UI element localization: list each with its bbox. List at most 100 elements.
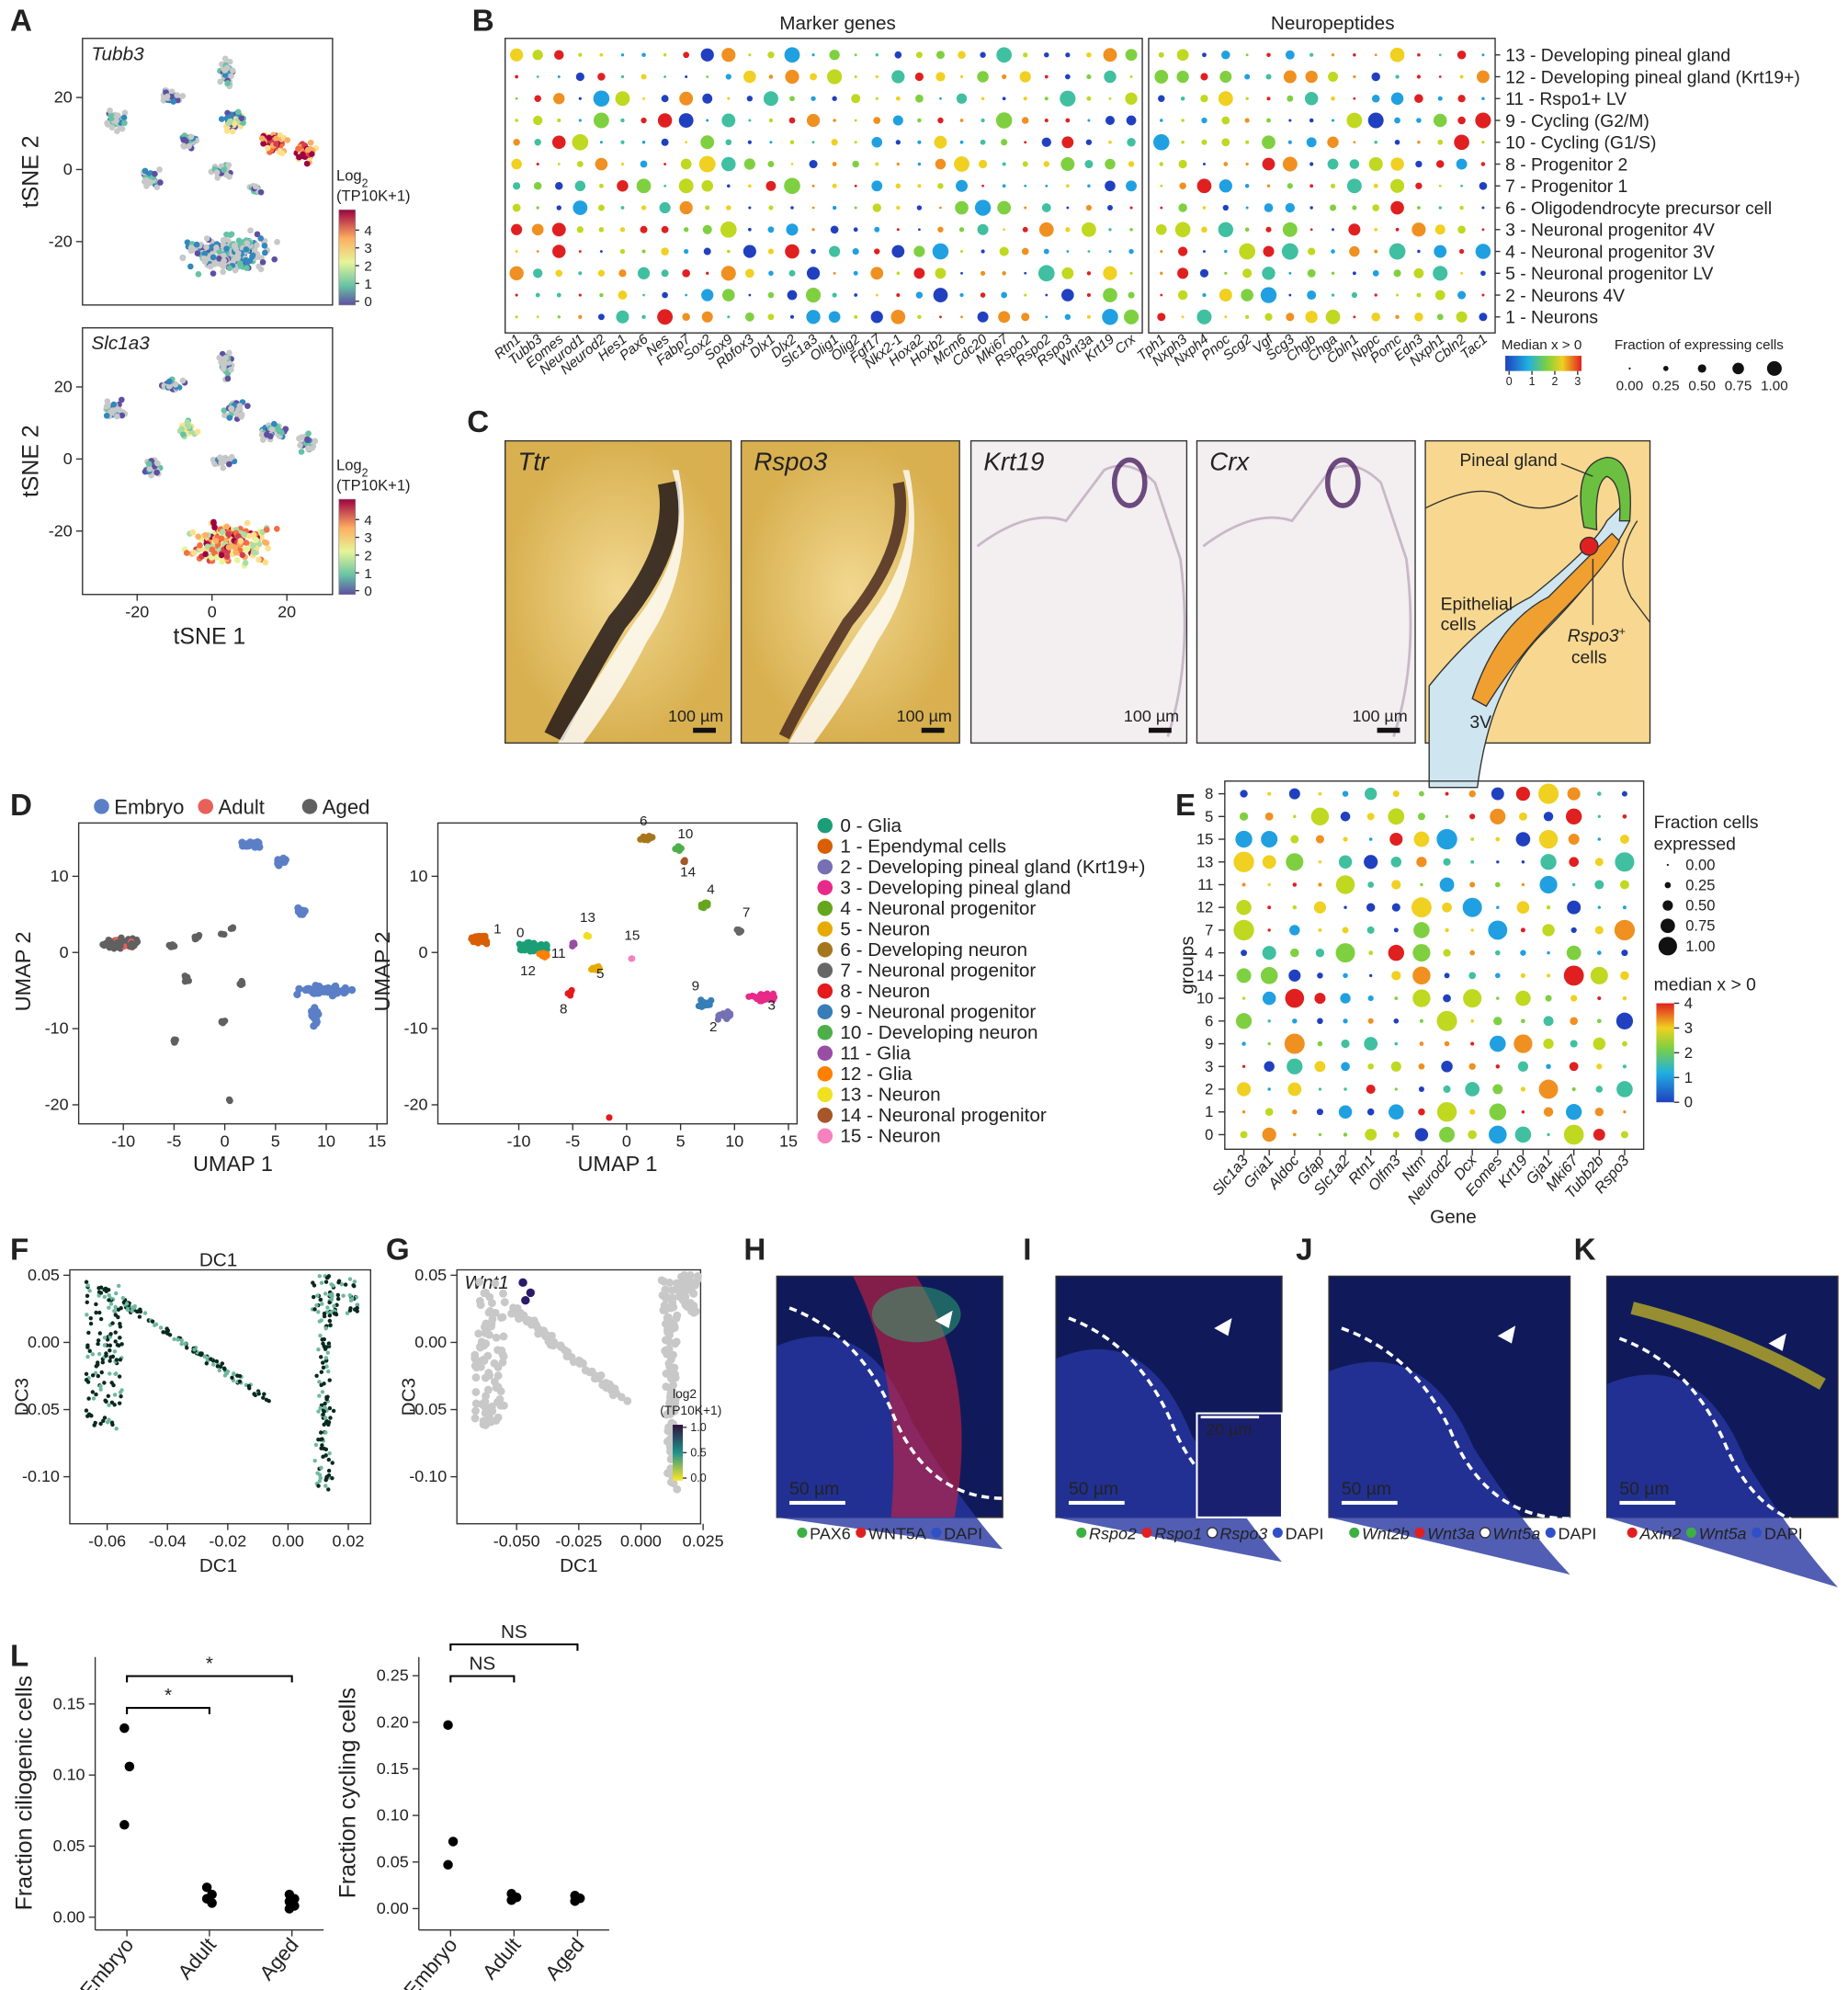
expression-dot — [1481, 53, 1485, 57]
expression-dot — [829, 245, 841, 257]
data-point — [119, 1820, 130, 1830]
cell-point — [493, 1371, 503, 1381]
legend-marker — [817, 921, 833, 937]
expression-dot — [1285, 202, 1295, 213]
cell-point — [530, 946, 538, 953]
cell-point — [238, 115, 245, 121]
x-tick-label: Adult — [174, 1933, 221, 1984]
expression-dot — [1597, 996, 1602, 1001]
cell-point — [222, 66, 229, 74]
expression-dot — [1545, 995, 1552, 1002]
expression-dot — [1390, 200, 1404, 215]
expression-dot — [1441, 1060, 1453, 1073]
expression-dot — [1287, 183, 1293, 189]
expression-dot — [678, 178, 694, 194]
cell-point — [323, 1291, 328, 1296]
cell-point — [312, 438, 319, 445]
cell-point — [667, 1403, 676, 1411]
cell-point — [100, 942, 108, 950]
label: 0.0 — [690, 1472, 706, 1484]
expression-dot — [618, 269, 627, 278]
cell-point — [474, 1329, 483, 1338]
image-label: Ttr — [518, 447, 551, 475]
cell-point — [108, 124, 116, 131]
expression-dot — [999, 246, 1009, 256]
cell-point — [330, 1475, 334, 1481]
expression-dot — [1155, 223, 1167, 235]
expression-dot — [1239, 812, 1249, 821]
expression-dot — [1395, 314, 1400, 320]
expression-dot — [1288, 119, 1292, 122]
expression-dot — [1318, 791, 1322, 796]
expression-dot — [1488, 920, 1508, 940]
expression-dot — [1372, 269, 1379, 277]
cell-point — [324, 1275, 330, 1280]
cell-point — [661, 1285, 670, 1294]
expression-dot — [935, 267, 947, 279]
expression-dot — [1367, 881, 1375, 888]
expression-dot — [641, 74, 647, 80]
y-tick-label: 0.20 — [377, 1712, 409, 1731]
expression-dot — [896, 271, 901, 276]
cell-point — [235, 237, 243, 244]
x-tick-label: -10 — [111, 1132, 135, 1151]
expression-dot — [980, 51, 986, 58]
expression-dot — [1567, 787, 1581, 801]
cell-point — [170, 98, 177, 105]
cell-point — [314, 1302, 319, 1308]
x-tick-label: 0 — [221, 1132, 230, 1151]
expression-dot — [789, 96, 795, 102]
expression-dot — [875, 53, 879, 57]
expression-dot — [1292, 1018, 1298, 1024]
cell-point — [108, 941, 116, 950]
expression-dot — [1181, 119, 1185, 122]
y-tick-label: 20 — [54, 88, 73, 107]
cell-point — [319, 1280, 324, 1285]
cell-point — [274, 238, 280, 245]
cell-point — [113, 113, 120, 120]
cell-point — [662, 1346, 671, 1355]
legend-label: 10 - Developing neuron — [840, 1022, 1037, 1043]
cell-point — [110, 1422, 115, 1427]
cell-point — [94, 1392, 98, 1397]
cell-point — [662, 1319, 670, 1328]
cell-point — [316, 1484, 321, 1488]
cell-point — [576, 1358, 585, 1367]
stain — [544, 481, 681, 742]
cell-point — [261, 539, 268, 546]
expression-dot — [1443, 994, 1451, 1003]
expression-dot — [706, 75, 709, 78]
expression-dot — [1394, 117, 1400, 124]
cell-point — [234, 1373, 240, 1378]
cell-point — [227, 118, 233, 125]
expression-dot — [1218, 91, 1233, 107]
cell-point — [104, 398, 111, 404]
legend-label: 3 - Developing pineal gland — [840, 878, 1071, 899]
expression-dot — [809, 159, 818, 169]
label: 4 — [364, 513, 371, 529]
expression-dot — [510, 48, 524, 62]
expression-dot — [854, 119, 857, 122]
cell-point — [85, 1313, 89, 1317]
y-tick-label: -20 — [49, 232, 73, 250]
expression-dot — [1236, 1082, 1252, 1097]
legend-marker — [817, 1004, 833, 1020]
expression-dot — [1329, 204, 1337, 211]
expression-dot — [1157, 313, 1166, 322]
expression-dot — [996, 47, 1013, 63]
legend-marker — [817, 1045, 833, 1062]
expression-dot — [1266, 184, 1271, 188]
cluster-id: 6 — [640, 813, 647, 829]
expression-dot — [663, 53, 667, 57]
cell-point — [146, 465, 153, 472]
expression-dot — [1267, 791, 1272, 796]
label: median x > 0 — [1654, 976, 1756, 995]
cell-point — [341, 1293, 346, 1298]
expression-dot — [811, 228, 815, 232]
cluster-id: 15 — [624, 927, 640, 943]
expression-dot — [515, 97, 518, 100]
expression-dot — [1043, 248, 1049, 255]
expression-dot — [657, 113, 673, 128]
expression-dot — [1343, 1132, 1348, 1137]
cell-point — [103, 403, 110, 410]
